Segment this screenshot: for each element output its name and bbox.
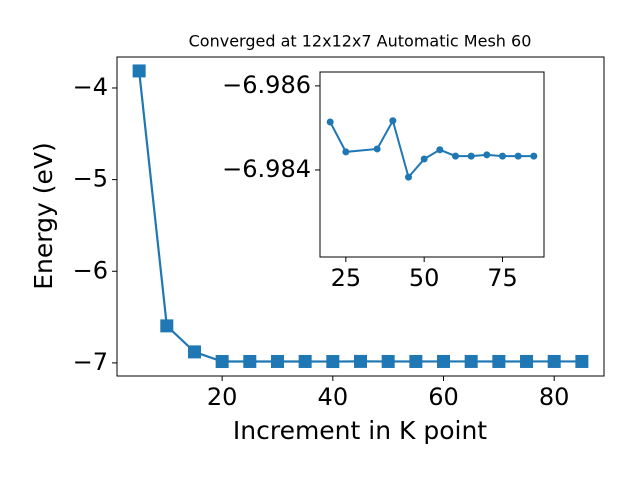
data-point <box>575 354 589 368</box>
y-tick-label: −6.986 <box>222 71 311 99</box>
data-point <box>215 355 229 369</box>
data-point <box>483 151 491 159</box>
y-tick-label: −5 <box>73 165 108 193</box>
x-axis-label: Increment in K point <box>233 416 487 445</box>
data-point <box>451 152 459 160</box>
data-point <box>326 355 340 369</box>
data-point <box>420 155 428 163</box>
data-point <box>132 64 146 78</box>
data-point <box>389 117 397 125</box>
x-tick-label: 20 <box>207 383 238 411</box>
data-point <box>326 118 334 126</box>
data-point <box>530 152 538 160</box>
y-tick-label: −4 <box>73 73 108 101</box>
chart-title: Converged at 12x12x7 Automatic Mesh 60 <box>189 32 532 51</box>
data-point <box>437 354 451 368</box>
y-axis-label: Energy (eV) <box>29 142 58 289</box>
data-point <box>381 354 395 368</box>
x-tick-label: 50 <box>409 264 440 292</box>
data-point <box>520 354 534 368</box>
x-tick-label: 60 <box>428 383 459 411</box>
x-tick-label: 80 <box>539 383 570 411</box>
plot-area <box>319 71 545 258</box>
data-point <box>467 152 475 160</box>
data-point <box>342 148 350 156</box>
data-point <box>354 354 367 368</box>
data-point <box>498 152 506 160</box>
x-tick-label: 40 <box>318 383 349 411</box>
data-point <box>373 145 381 153</box>
data-point <box>243 354 257 368</box>
data-point <box>298 354 312 368</box>
data-point <box>160 319 174 333</box>
data-point <box>405 173 413 181</box>
x-tick-label: 25 <box>331 264 362 292</box>
data-point <box>547 354 561 368</box>
y-tick-label: −6.984 <box>222 155 311 183</box>
data-point <box>492 354 506 368</box>
y-tick-label: −6 <box>73 256 108 284</box>
data-point <box>436 146 444 154</box>
data-point <box>514 152 522 160</box>
y-tick-label: −7 <box>73 348 108 376</box>
data-point <box>270 354 284 368</box>
data-point <box>187 345 201 359</box>
data-point <box>409 354 423 368</box>
x-tick-label: 75 <box>487 264 518 292</box>
data-point <box>464 354 478 368</box>
